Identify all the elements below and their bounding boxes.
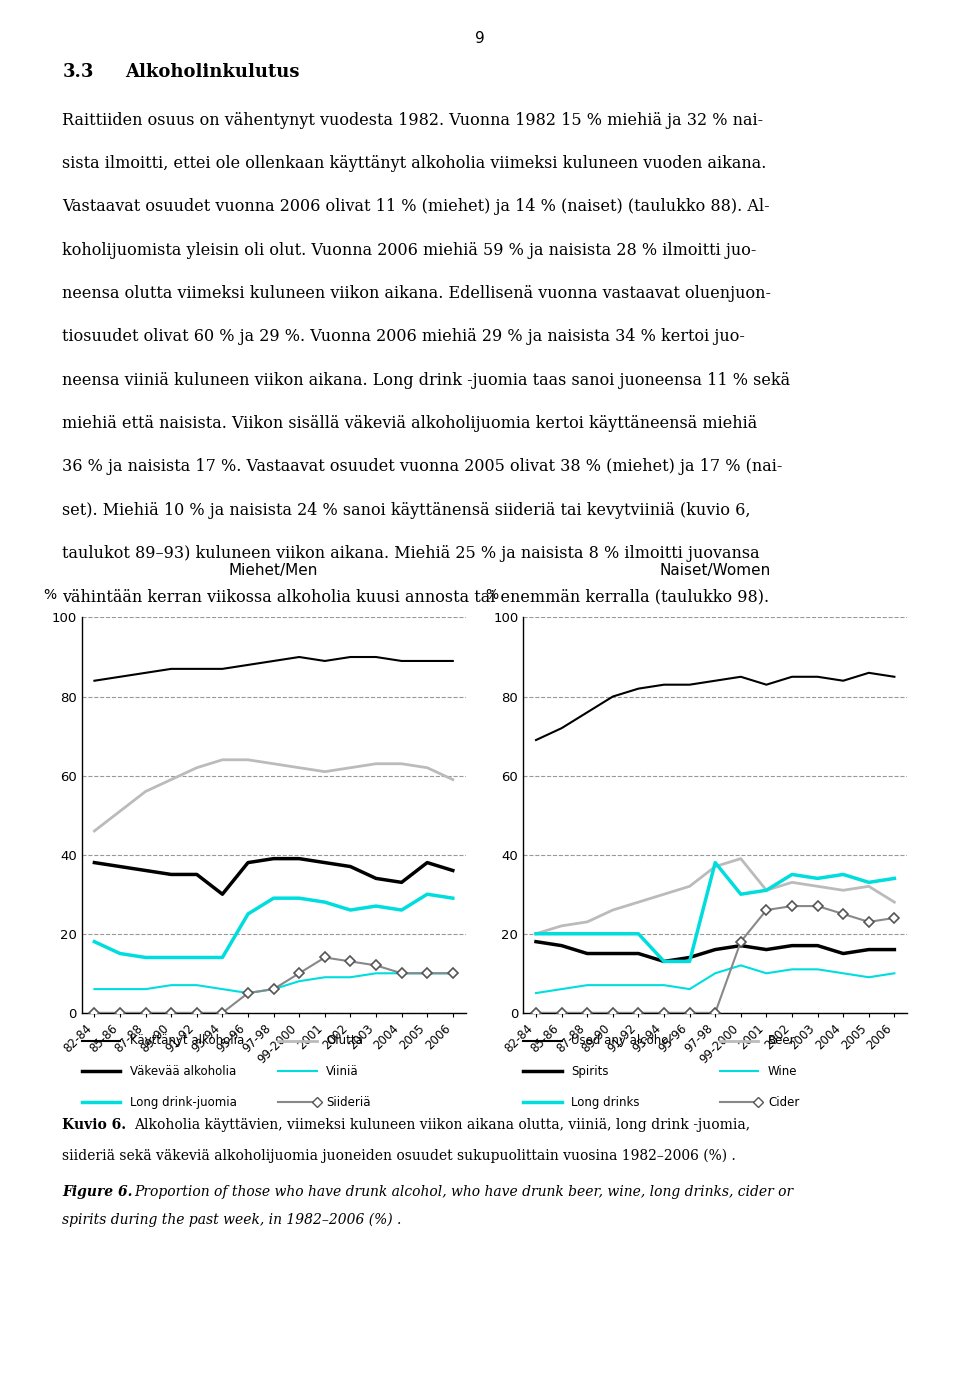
Text: Viiniä: Viiniä [326, 1065, 359, 1078]
Text: 3.3: 3.3 [62, 63, 94, 81]
Text: spirits during the past week, in 1982–2006 (%) .: spirits during the past week, in 1982–20… [62, 1213, 402, 1227]
Text: Proportion of those who have drunk alcohol, who have drunk beer, wine, long drin: Proportion of those who have drunk alcoh… [134, 1185, 794, 1199]
Text: sista ilmoitti, ettei ole ollenkaan käyttänyt alkoholia viimeksi kuluneen vuoden: sista ilmoitti, ettei ole ollenkaan käyt… [62, 155, 767, 172]
Text: Alkoholinkulutus: Alkoholinkulutus [125, 63, 300, 81]
Text: Väkevää alkoholia: Väkevää alkoholia [130, 1065, 236, 1078]
Text: Käyttänyt alkoholia: Käyttänyt alkoholia [130, 1034, 244, 1048]
Text: siideriä sekä väkeviä alkoholijuomia juoneiden osuudet sukupuolittain vuosina 19: siideriä sekä väkeviä alkoholijuomia juo… [62, 1148, 736, 1162]
Text: Used any alcohol: Used any alcohol [571, 1034, 672, 1048]
Text: Naiset/Women: Naiset/Women [660, 563, 771, 578]
Text: 36 % ja naisista 17 %. Vastaavat osuudet vuonna 2005 olivat 38 % (miehet) ja 17 : 36 % ja naisista 17 %. Vastaavat osuudet… [62, 458, 782, 475]
Text: set). Miehiä 10 % ja naisista 24 % sanoi käyttänensä siideriä tai kevytviiniä (k: set). Miehiä 10 % ja naisista 24 % sanoi… [62, 502, 751, 518]
Text: Siideriä: Siideriä [326, 1095, 371, 1109]
Text: miehiä että naisista. Viikon sisällä väkeviä alkoholijuomia kertoi käyttäneensä : miehiä että naisista. Viikon sisällä väk… [62, 415, 757, 432]
Text: Vastaavat osuudet vuonna 2006 olivat 11 % (miehet) ja 14 % (naiset) (taulukko 88: Vastaavat osuudet vuonna 2006 olivat 11 … [62, 198, 770, 215]
Text: Olutta: Olutta [326, 1034, 363, 1048]
Text: taulukot 89–93) kuluneen viikon aikana. Miehiä 25 % ja naisista 8 % ilmoitti juo: taulukot 89–93) kuluneen viikon aikana. … [62, 545, 760, 562]
Text: %: % [43, 588, 57, 602]
Text: vähintään kerran viikossa alkoholia kuusi annosta tai enemmän kerralla (taulukko: vähintään kerran viikossa alkoholia kuus… [62, 588, 770, 605]
Text: Beer: Beer [768, 1034, 796, 1048]
Text: tiosuudet olivat 60 % ja 29 %. Vuonna 2006 miehiä 29 % ja naisista 34 % kertoi j: tiosuudet olivat 60 % ja 29 %. Vuonna 20… [62, 328, 745, 345]
Text: 9: 9 [475, 31, 485, 46]
Text: %: % [485, 588, 498, 602]
Text: koholijuomista yleisin oli olut. Vuonna 2006 miehiä 59 % ja naisista 28 % ilmoit: koholijuomista yleisin oli olut. Vuonna … [62, 242, 756, 258]
Text: Wine: Wine [768, 1065, 798, 1078]
Text: neensa viiniä kuluneen viikon aikana. Long drink -juomia taas sanoi juoneensa 11: neensa viiniä kuluneen viikon aikana. Lo… [62, 372, 790, 388]
Text: Long drinks: Long drinks [571, 1095, 639, 1109]
Text: Figure 6.: Figure 6. [62, 1185, 132, 1199]
Text: Spirits: Spirits [571, 1065, 609, 1078]
Text: Long drink-juomia: Long drink-juomia [130, 1095, 236, 1109]
Text: Miehet/Men: Miehet/Men [228, 563, 319, 578]
Text: Kuvio 6.: Kuvio 6. [62, 1118, 127, 1132]
Text: Cider: Cider [768, 1095, 800, 1109]
Text: neensa olutta viimeksi kuluneen viikon aikana. Edellisenä vuonna vastaavat oluen: neensa olutta viimeksi kuluneen viikon a… [62, 285, 772, 302]
Text: Raittiiden osuus on vähentynyt vuodesta 1982. Vuonna 1982 15 % miehiä ja 32 % na: Raittiiden osuus on vähentynyt vuodesta … [62, 112, 763, 129]
Text: Alkoholia käyttävien, viimeksi kuluneen viikon aikana olutta, viiniä, long drink: Alkoholia käyttävien, viimeksi kuluneen … [134, 1118, 751, 1132]
